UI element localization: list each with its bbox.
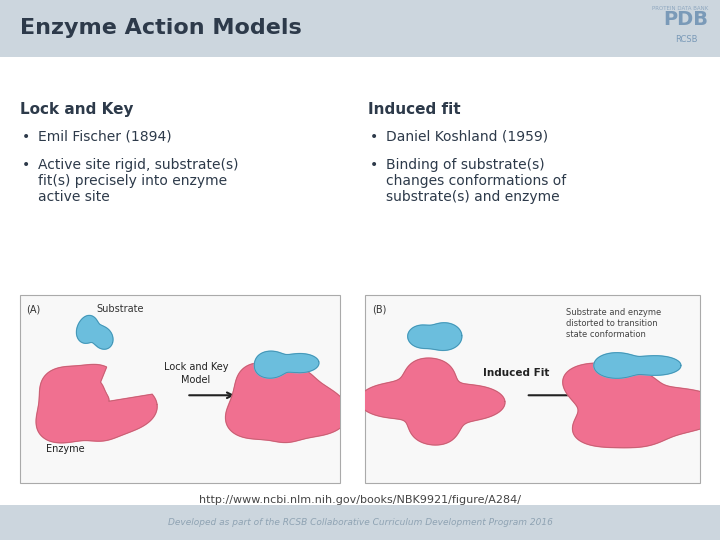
Bar <box>0 57 720 505</box>
Polygon shape <box>76 315 113 349</box>
Text: active site: active site <box>38 190 109 204</box>
Bar <box>0 505 720 540</box>
Text: •: • <box>22 130 30 144</box>
Text: PDB: PDB <box>663 10 708 30</box>
Text: http://www.ncbi.nlm.nih.gov/books/NBK9921/figure/A284/: http://www.ncbi.nlm.nih.gov/books/NBK992… <box>199 495 521 505</box>
Text: changes conformations of: changes conformations of <box>386 174 566 188</box>
Polygon shape <box>563 363 720 448</box>
Polygon shape <box>225 363 348 442</box>
Text: Substrate: Substrate <box>96 305 144 314</box>
Text: Enzyme: Enzyme <box>45 443 84 454</box>
Text: •: • <box>22 158 30 172</box>
Text: RCSB: RCSB <box>675 36 698 44</box>
Text: Lock and Key
Model: Lock and Key Model <box>163 362 228 385</box>
Text: Induced fit: Induced fit <box>368 102 461 117</box>
Bar <box>0 0 720 57</box>
Text: Active site rigid, substrate(s): Active site rigid, substrate(s) <box>38 158 238 172</box>
Text: Induced Fit: Induced Fit <box>482 368 549 379</box>
Polygon shape <box>36 364 157 443</box>
Text: Emil Fischer (1894): Emil Fischer (1894) <box>38 130 171 144</box>
Text: •: • <box>370 158 378 172</box>
Text: Developed as part of the RCSB Collaborative Curriculum Development Program 2016: Developed as part of the RCSB Collaborat… <box>168 518 552 527</box>
Bar <box>20 295 340 483</box>
Polygon shape <box>594 353 681 379</box>
Polygon shape <box>359 358 505 445</box>
Polygon shape <box>408 323 462 350</box>
Text: Lock and Key: Lock and Key <box>20 102 133 117</box>
Bar <box>365 295 700 483</box>
Text: Binding of substrate(s): Binding of substrate(s) <box>386 158 544 172</box>
Text: Enzyme Action Models: Enzyme Action Models <box>20 18 302 38</box>
Polygon shape <box>254 351 319 378</box>
Text: Substrate and enzyme
distorted to transition
state conformation: Substrate and enzyme distorted to transi… <box>566 308 661 339</box>
Text: substrate(s) and enzyme: substrate(s) and enzyme <box>386 190 559 204</box>
Text: fit(s) precisely into enzyme: fit(s) precisely into enzyme <box>38 174 227 188</box>
Text: Daniel Koshland (1959): Daniel Koshland (1959) <box>386 130 548 144</box>
Text: PROTEIN DATA BANK: PROTEIN DATA BANK <box>652 6 708 11</box>
Text: •: • <box>370 130 378 144</box>
Text: (B): (B) <box>372 305 386 314</box>
Text: (A): (A) <box>27 305 40 314</box>
